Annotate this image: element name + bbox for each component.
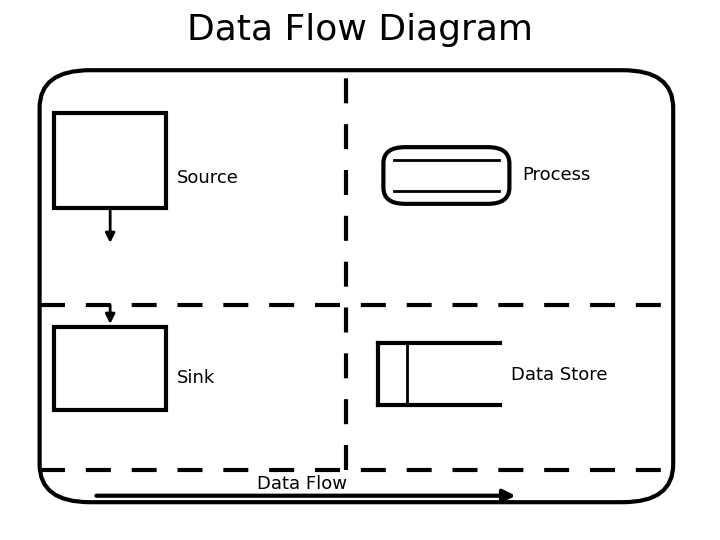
Text: Source: Source xyxy=(176,169,238,187)
FancyBboxPatch shape xyxy=(40,70,673,502)
Text: Sink: Sink xyxy=(176,369,215,387)
Text: Process: Process xyxy=(522,166,590,185)
Text: Data Flow: Data Flow xyxy=(258,475,347,493)
Bar xyxy=(54,113,166,208)
FancyBboxPatch shape xyxy=(383,147,510,204)
Text: Data Store: Data Store xyxy=(511,366,608,384)
Text: Data Flow Diagram: Data Flow Diagram xyxy=(187,13,533,46)
Bar xyxy=(54,327,166,410)
